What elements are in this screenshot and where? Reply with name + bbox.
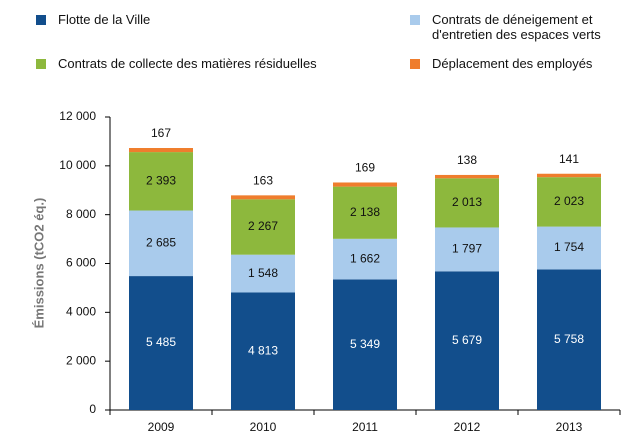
y-tick-label: 6 000: [66, 256, 96, 270]
x-tick-label: 2012: [454, 420, 481, 434]
bar-segment: [129, 276, 193, 410]
y-tick-label: 8 000: [66, 207, 96, 221]
data-label: 138: [457, 153, 477, 167]
x-tick-label: 2011: [352, 420, 378, 434]
legend-item: Déplacement des employés: [410, 56, 630, 71]
bar-segment: [537, 177, 601, 227]
legend-label: Contrats de déneigement et d'entretien d…: [432, 12, 601, 42]
y-axis-label: Émissions (tCO2 éq.): [31, 198, 46, 329]
bar-segment: [333, 238, 397, 280]
bar-segment: [435, 227, 499, 272]
data-label: 1 662: [350, 251, 380, 265]
x-tick-label: 2010: [250, 420, 277, 434]
legend-label: Déplacement des employés: [432, 56, 593, 71]
data-label: 141: [559, 152, 579, 166]
bar-segment: [231, 195, 295, 200]
legend-swatch: [410, 59, 420, 69]
y-tick-label: 4 000: [66, 305, 96, 319]
legend-item: Flotte de la Ville: [36, 12, 366, 27]
legend-swatch: [36, 15, 46, 25]
bar-segment: [435, 271, 499, 410]
data-label: 1 754: [554, 240, 584, 254]
bar-segment: [333, 186, 397, 239]
bar-segment: [231, 292, 295, 410]
data-label: 5 485: [146, 335, 176, 349]
data-label: 1 797: [452, 242, 482, 256]
bar-segment: [537, 226, 601, 270]
data-label: 167: [151, 126, 171, 140]
legend-label: Contrats de collecte des matières résidu…: [58, 56, 317, 71]
bar-segment: [537, 269, 601, 410]
data-label: 2 685: [146, 235, 176, 249]
data-label: 2 023: [554, 194, 584, 208]
y-tick-label: 10 000: [59, 158, 96, 172]
data-label: 2 138: [350, 205, 380, 219]
legend-swatch: [36, 59, 46, 69]
bar-segment: [333, 182, 397, 187]
data-label: 5 758: [554, 332, 584, 346]
y-tick-label: 2 000: [66, 353, 96, 367]
y-tick-label: 12 000: [59, 109, 96, 123]
data-label: 4 813: [248, 343, 278, 357]
data-label: 2 013: [452, 195, 482, 209]
data-label: 2 267: [248, 219, 278, 233]
bar-segment: [435, 178, 499, 228]
legend-item: Contrats de collecte des matières résidu…: [36, 56, 366, 71]
legend-label: Flotte de la Ville: [58, 12, 151, 27]
bar-segment: [537, 173, 601, 178]
bar-segment: [231, 254, 295, 293]
data-label: 5 679: [452, 333, 482, 347]
data-label: 163: [253, 174, 273, 188]
bar-segment: [129, 152, 193, 211]
x-tick-label: 2013: [556, 420, 583, 434]
legend-swatch: [410, 15, 420, 25]
bar-segment: [129, 148, 193, 153]
bar-segment: [435, 174, 499, 179]
legend-item: Contrats de déneigement et d'entretien d…: [410, 12, 630, 42]
x-tick-label: 2009: [148, 420, 175, 434]
data-label: 1 548: [248, 266, 278, 280]
bar-segment: [231, 199, 295, 255]
data-label: 5 349: [350, 337, 380, 351]
data-label: 2 393: [146, 173, 176, 187]
bar-segment: [129, 210, 193, 277]
y-tick-label: 0: [89, 402, 96, 416]
bar-segment: [333, 279, 397, 410]
data-label: 169: [355, 161, 375, 175]
